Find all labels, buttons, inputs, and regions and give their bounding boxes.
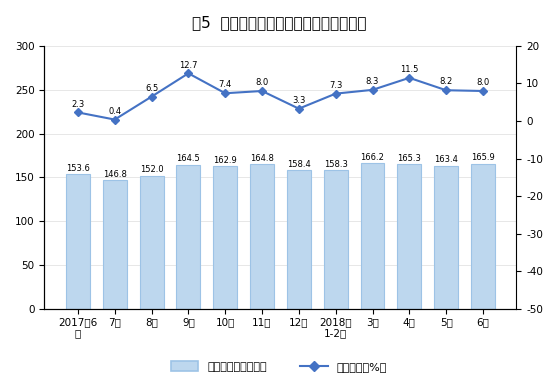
Text: 8.0: 8.0 (256, 78, 268, 87)
Text: 8.3: 8.3 (366, 77, 379, 86)
Legend: 日均加工量（万吨）, 当月增速（%）: 日均加工量（万吨）, 当月增速（%） (166, 357, 392, 377)
Text: 163.4: 163.4 (434, 156, 458, 164)
Bar (287, 170, 311, 309)
Text: 164.8: 164.8 (250, 154, 274, 163)
Text: 158.3: 158.3 (324, 160, 348, 169)
Text: 11.5: 11.5 (400, 65, 418, 74)
Text: 162.9: 162.9 (213, 156, 237, 165)
Text: 146.8: 146.8 (103, 170, 127, 179)
Text: 165.9: 165.9 (471, 153, 495, 162)
Text: 7.4: 7.4 (219, 81, 232, 89)
Bar (324, 170, 348, 309)
Text: 164.5: 164.5 (176, 154, 200, 164)
Bar (434, 166, 458, 309)
Text: 166.2: 166.2 (360, 153, 384, 162)
Text: 图5  规模以上工业原油加工量月度走势图: 图5 规模以上工业原油加工量月度走势图 (192, 15, 366, 30)
Bar (213, 166, 237, 309)
Text: 2.3: 2.3 (71, 100, 84, 109)
Text: 12.7: 12.7 (179, 61, 198, 70)
Bar (360, 163, 384, 309)
Bar (66, 174, 90, 309)
Text: 6.5: 6.5 (145, 84, 158, 93)
Text: 158.4: 158.4 (287, 160, 311, 169)
Bar (250, 164, 274, 309)
Bar (176, 165, 200, 309)
Bar (397, 164, 421, 309)
Text: 153.6: 153.6 (66, 164, 90, 173)
Bar (471, 164, 495, 309)
Text: 8.0: 8.0 (477, 78, 489, 87)
Text: 3.3: 3.3 (292, 96, 306, 105)
Bar (140, 176, 163, 309)
Text: 8.2: 8.2 (440, 78, 453, 86)
Bar (103, 180, 127, 309)
Text: 7.3: 7.3 (329, 81, 343, 90)
Text: 152.0: 152.0 (140, 166, 163, 174)
Text: 165.3: 165.3 (397, 154, 421, 163)
Text: 0.4: 0.4 (108, 107, 121, 116)
